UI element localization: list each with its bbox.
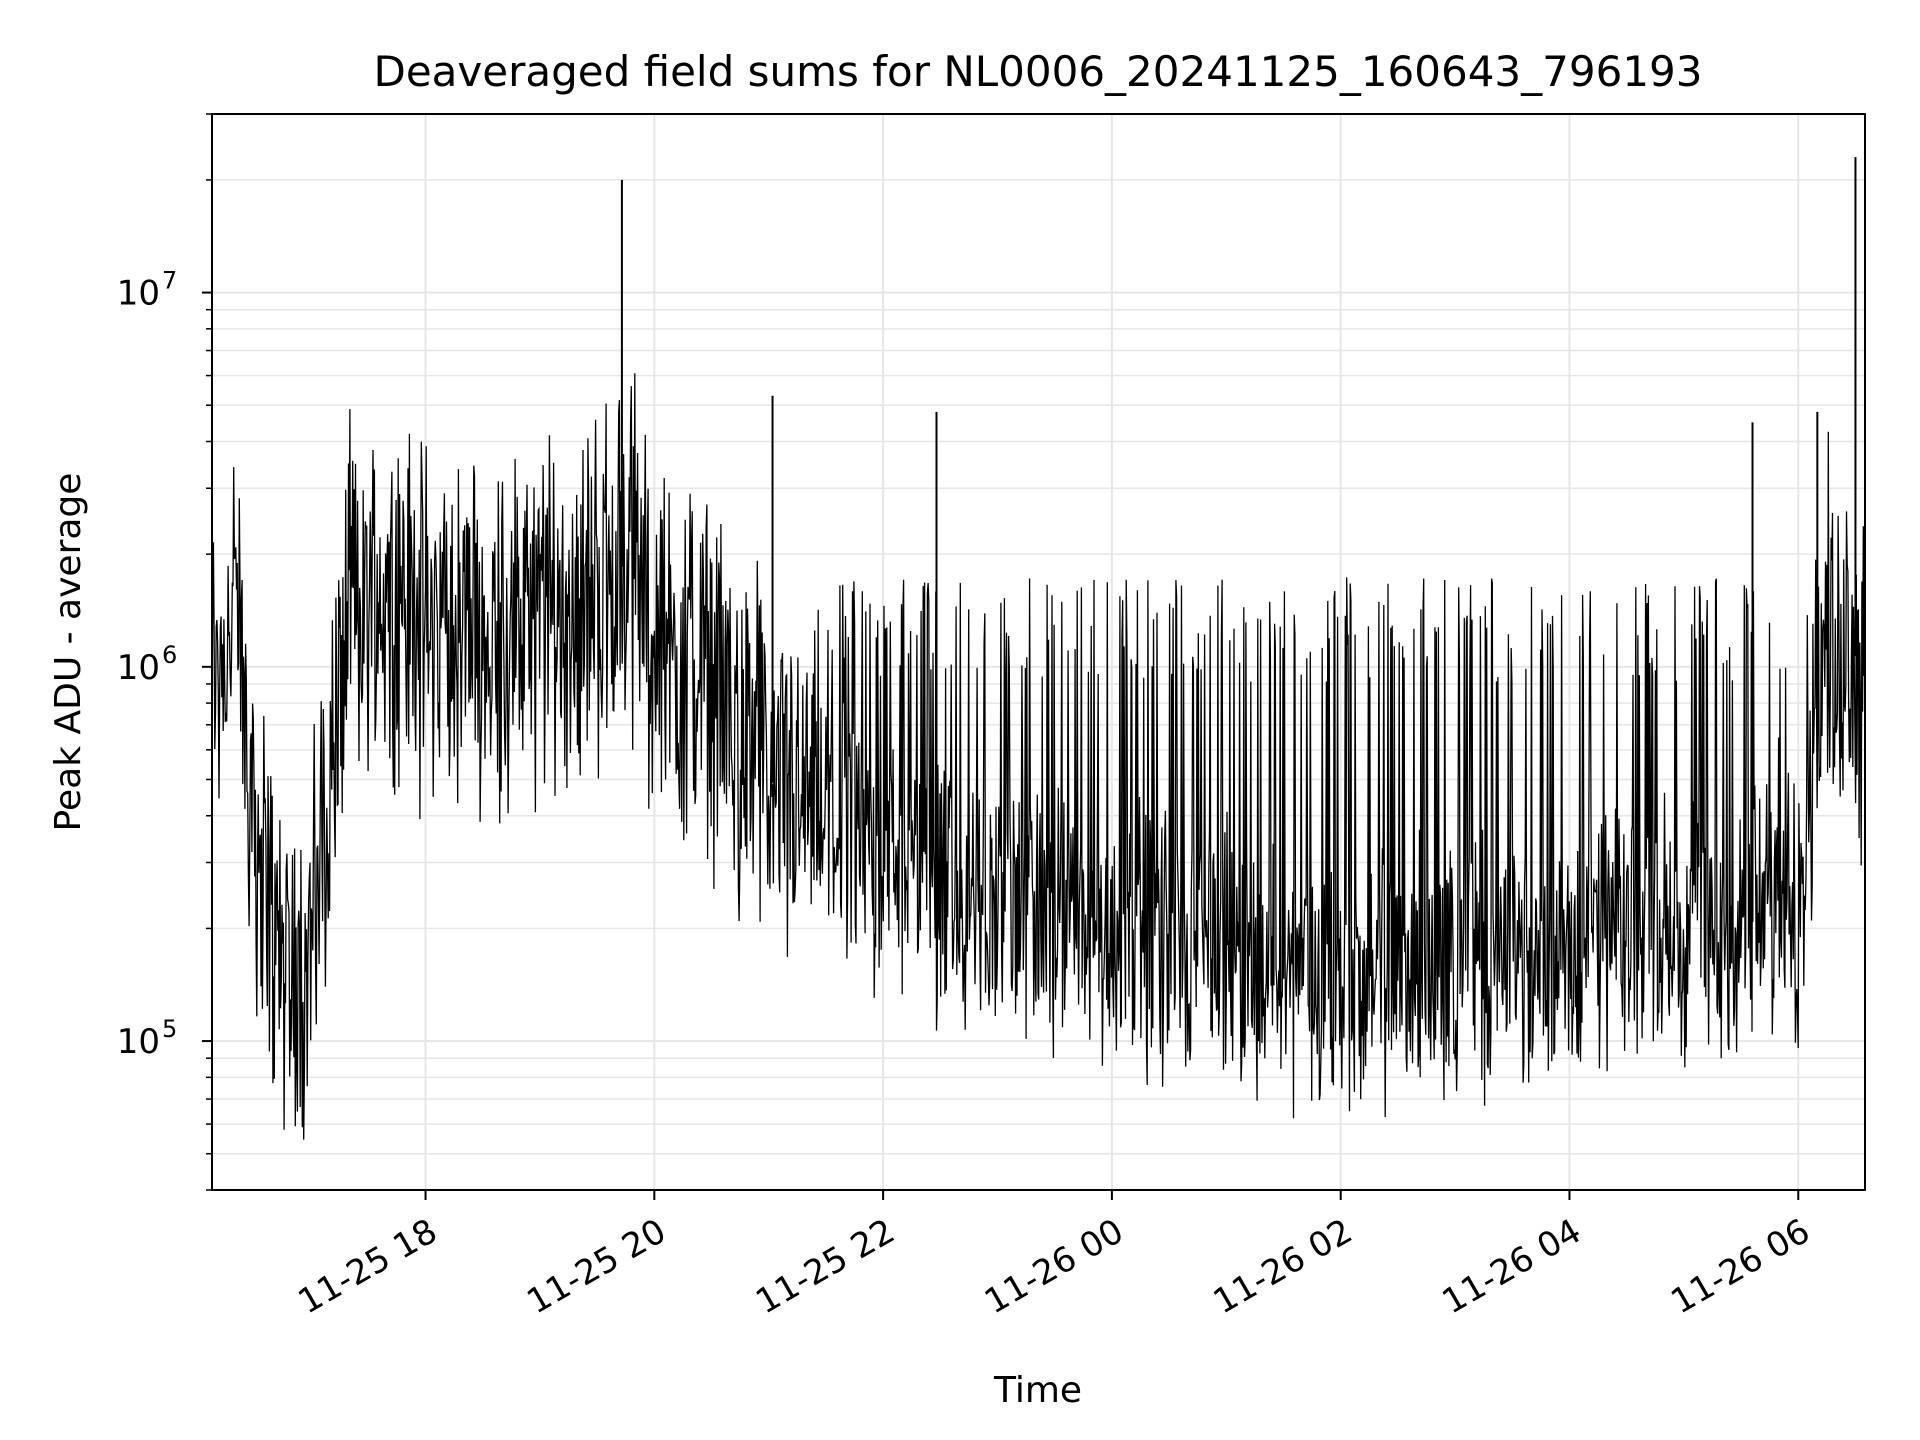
chart-title: Deaveraged field sums for NL0006_2024112… bbox=[374, 47, 1703, 96]
y-tick-label: 10 bbox=[117, 274, 160, 314]
y-tick-exponent: 6 bbox=[162, 641, 177, 669]
y-axis-label: Peak ADU - average bbox=[48, 473, 89, 832]
y-tick-exponent: 7 bbox=[162, 267, 177, 295]
axes-frame bbox=[211, 113, 1866, 1191]
series-line bbox=[211, 373, 1866, 1140]
plot-area bbox=[211, 157, 1866, 1140]
y-tick-exponent: 5 bbox=[162, 1015, 177, 1043]
x-axis-label: Time bbox=[993, 1370, 1082, 1411]
y-tick-label: 10 bbox=[117, 1022, 160, 1062]
y-tick-label: 10 bbox=[117, 648, 160, 688]
